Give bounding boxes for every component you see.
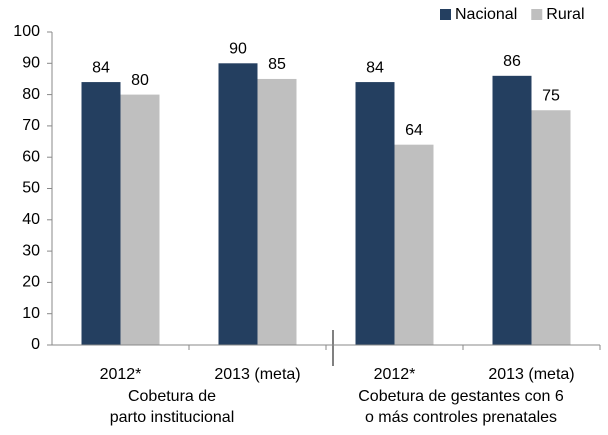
- bar: [531, 110, 571, 345]
- value-label: 75: [542, 87, 560, 104]
- x-tick-label: 2013 (meta): [214, 366, 300, 383]
- value-label: 84: [92, 59, 110, 76]
- bar: [120, 94, 160, 345]
- bar: [394, 144, 434, 345]
- bar: [257, 78, 297, 345]
- value-label: 85: [268, 56, 286, 73]
- value-label: 64: [405, 122, 423, 139]
- group-label: Cobetura de gestantes con 6: [358, 388, 564, 405]
- value-label: 90: [229, 41, 247, 58]
- y-tick-label: 70: [22, 117, 40, 134]
- legend-swatch: [440, 9, 451, 20]
- group-label: o más controles prenatales: [365, 409, 557, 426]
- value-label: 84: [366, 59, 384, 76]
- y-tick-label: 100: [13, 23, 40, 40]
- bar: [492, 75, 532, 345]
- bar: [81, 82, 121, 345]
- y-tick-label: 40: [22, 211, 40, 228]
- y-tick-label: 20: [22, 274, 40, 291]
- legend-label: Nacional: [455, 6, 517, 23]
- y-tick-label: 90: [22, 55, 40, 72]
- x-tick-label: 2012*: [374, 366, 416, 383]
- x-tick-label: 2012*: [100, 366, 142, 383]
- bar: [218, 63, 258, 346]
- legend-swatch: [531, 9, 543, 20]
- legend-label: Rural: [546, 6, 584, 23]
- group-label: parto institucional: [110, 409, 235, 426]
- value-label: 86: [503, 53, 521, 70]
- x-tick-label: 2013 (meta): [488, 366, 574, 383]
- y-tick-label: 50: [22, 180, 40, 197]
- group-label: Cobetura de: [128, 388, 216, 405]
- y-tick-label: 80: [22, 86, 40, 103]
- y-tick-label: 60: [22, 148, 40, 165]
- value-label: 80: [131, 72, 149, 89]
- bar: [355, 82, 395, 345]
- y-tick-label: 30: [22, 242, 40, 259]
- y-tick-label: 0: [31, 336, 40, 353]
- y-tick-label: 10: [22, 305, 40, 322]
